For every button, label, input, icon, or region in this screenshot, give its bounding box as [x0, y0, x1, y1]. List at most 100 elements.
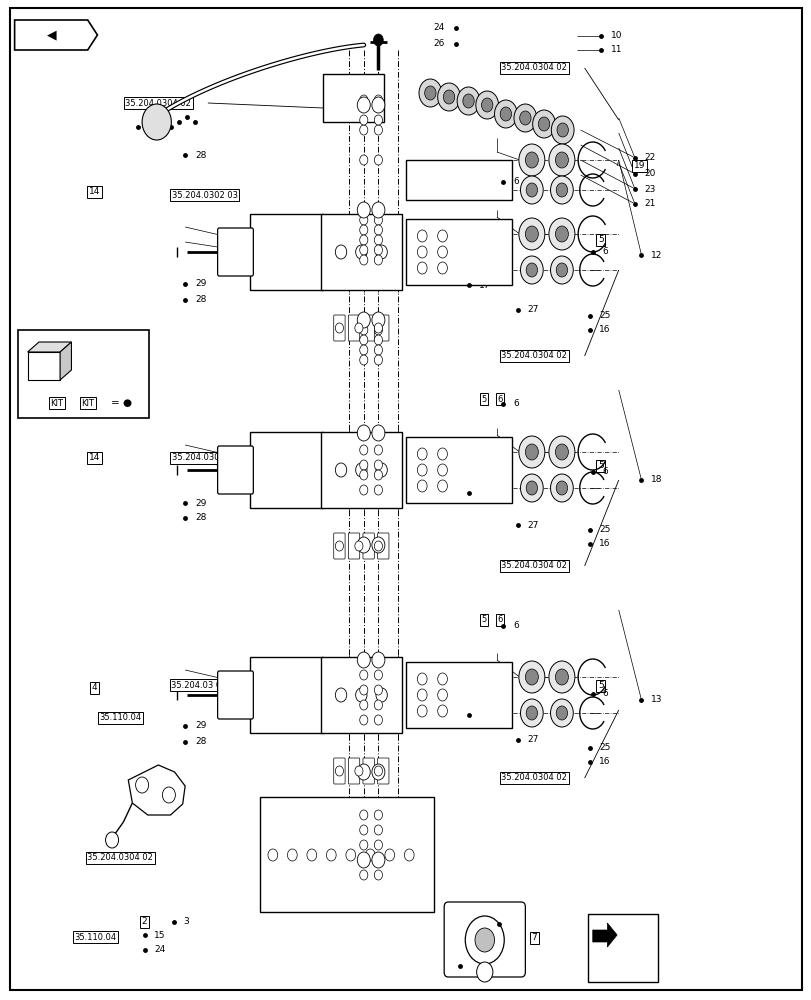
Circle shape — [359, 810, 367, 820]
Text: 28: 28 — [195, 150, 206, 159]
Circle shape — [365, 849, 375, 861]
Circle shape — [135, 777, 148, 793]
Circle shape — [374, 325, 382, 335]
Text: KIT: KIT — [81, 398, 94, 408]
Text: 7: 7 — [530, 934, 537, 942]
Circle shape — [374, 115, 382, 125]
Text: 4: 4 — [92, 684, 97, 692]
Circle shape — [374, 155, 382, 165]
Text: 16: 16 — [599, 540, 610, 548]
Circle shape — [474, 928, 494, 952]
Polygon shape — [28, 342, 71, 352]
Circle shape — [374, 215, 382, 225]
Circle shape — [550, 256, 573, 284]
Text: 27: 27 — [527, 306, 539, 314]
Text: 35.110.04: 35.110.04 — [99, 714, 141, 722]
Circle shape — [476, 962, 492, 982]
Circle shape — [374, 315, 382, 325]
Text: 22: 22 — [644, 153, 655, 162]
Circle shape — [417, 230, 427, 242]
Text: 5: 5 — [481, 394, 486, 403]
Circle shape — [354, 323, 363, 333]
Circle shape — [335, 541, 343, 551]
Circle shape — [526, 263, 537, 277]
Text: 6: 6 — [513, 621, 518, 631]
Circle shape — [555, 444, 568, 460]
Circle shape — [556, 263, 567, 277]
FancyBboxPatch shape — [406, 160, 511, 200]
Circle shape — [345, 849, 355, 861]
Text: 16: 16 — [599, 758, 610, 766]
Circle shape — [550, 176, 573, 204]
Circle shape — [437, 262, 447, 274]
Circle shape — [359, 700, 367, 710]
Circle shape — [359, 825, 367, 835]
Circle shape — [384, 849, 394, 861]
Text: 6: 6 — [497, 394, 502, 403]
Text: 27: 27 — [527, 736, 539, 744]
Circle shape — [404, 849, 414, 861]
Circle shape — [374, 870, 382, 880]
Circle shape — [465, 916, 504, 964]
Circle shape — [142, 104, 171, 140]
Text: 25: 25 — [599, 744, 610, 752]
FancyBboxPatch shape — [10, 8, 801, 990]
FancyBboxPatch shape — [217, 446, 253, 494]
Circle shape — [359, 715, 367, 725]
Text: 5: 5 — [481, 172, 486, 182]
Circle shape — [417, 448, 427, 460]
FancyBboxPatch shape — [320, 432, 401, 508]
Circle shape — [526, 481, 537, 495]
Circle shape — [374, 766, 382, 776]
FancyBboxPatch shape — [333, 758, 345, 784]
FancyBboxPatch shape — [333, 533, 345, 559]
Circle shape — [335, 323, 343, 333]
Circle shape — [373, 34, 383, 46]
Circle shape — [359, 345, 367, 355]
Circle shape — [371, 537, 384, 553]
Circle shape — [359, 460, 367, 470]
Text: 6: 6 — [513, 399, 518, 408]
Circle shape — [548, 144, 574, 176]
Circle shape — [359, 485, 367, 495]
Circle shape — [307, 849, 316, 861]
Circle shape — [359, 685, 367, 695]
Text: ◀: ◀ — [47, 28, 57, 41]
FancyBboxPatch shape — [377, 533, 388, 559]
Circle shape — [437, 464, 447, 476]
FancyBboxPatch shape — [320, 657, 401, 733]
FancyBboxPatch shape — [406, 437, 511, 503]
FancyBboxPatch shape — [363, 315, 374, 341]
Circle shape — [326, 849, 336, 861]
Circle shape — [437, 83, 460, 111]
Circle shape — [513, 104, 536, 132]
Text: 25: 25 — [599, 526, 610, 534]
Circle shape — [525, 444, 538, 460]
Circle shape — [374, 205, 382, 215]
Circle shape — [359, 155, 367, 165]
Text: 23: 23 — [644, 184, 655, 194]
Text: 6: 6 — [602, 690, 607, 698]
Circle shape — [374, 470, 382, 480]
Circle shape — [374, 445, 382, 455]
Text: 35.204.0302 03: 35.204.0302 03 — [171, 190, 238, 200]
Circle shape — [359, 855, 367, 865]
Circle shape — [475, 91, 498, 119]
Text: 28: 28 — [195, 514, 206, 522]
Circle shape — [359, 325, 367, 335]
Circle shape — [359, 235, 367, 245]
Circle shape — [526, 706, 537, 720]
Circle shape — [371, 852, 384, 868]
Text: 21: 21 — [644, 200, 655, 209]
Circle shape — [357, 764, 370, 780]
Circle shape — [550, 474, 573, 502]
Text: 5: 5 — [597, 462, 603, 471]
Circle shape — [375, 688, 387, 702]
Circle shape — [520, 699, 543, 727]
Circle shape — [359, 255, 367, 265]
Circle shape — [375, 463, 387, 477]
Circle shape — [520, 176, 543, 204]
FancyBboxPatch shape — [348, 533, 359, 559]
Circle shape — [443, 90, 454, 104]
Text: 6: 6 — [497, 615, 502, 624]
